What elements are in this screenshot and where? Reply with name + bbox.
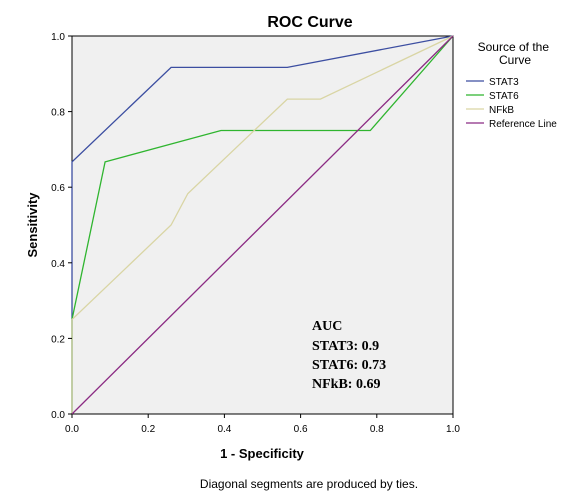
footnote: Diagonal segments are produced by ties. (200, 477, 418, 491)
legend-item-reference-line: Reference Line (466, 119, 557, 130)
x-axis-label: 1 - Specificity (220, 446, 305, 461)
auc-annotation: AUC STAT3: 0.9 STAT6: 0.73 NFkB: 0.69 (312, 319, 386, 392)
series-line-reference-line (71, 35, 454, 415)
legend-label: NFkB (489, 105, 514, 116)
y-tick-label: 0.4 (51, 259, 65, 270)
y-axis-label: Sensitivity (25, 192, 40, 258)
tick-layer: 0.0 0.2 0.4 0.6 0.8 1.0 0.0 0.2 0.4 0.6 0.8 1.0 (51, 32, 460, 435)
auc-heading: AUC (312, 319, 342, 334)
y-tick-label: 1.0 (51, 32, 65, 43)
y-tick-label: 0.2 (51, 334, 65, 345)
auc-line-nfkb: NFkB: 0.69 (312, 377, 380, 392)
y-tick-label: 0.6 (51, 183, 65, 194)
x-tick-label: 0.6 (294, 424, 308, 435)
y-tick-label: 0.8 (51, 108, 65, 119)
chart-title: ROC Curve (267, 14, 352, 31)
legend-label: Reference Line (489, 119, 557, 130)
legend-title-line-2: Curve (499, 53, 531, 67)
series-layer (71, 35, 454, 415)
legend-label: STAT3 (489, 77, 519, 88)
auc-line-stat6: STAT6: 0.73 (312, 358, 386, 373)
legend-item-nfkb: NFkB (466, 105, 514, 116)
legend-item-stat6: STAT6 (466, 91, 519, 102)
legend-item-stat3: STAT3 (466, 77, 519, 88)
y-tick-label: 0.0 (51, 410, 65, 421)
series-line-stat3 (71, 35, 454, 414)
x-tick-label: 0.8 (370, 424, 384, 435)
x-tick-label: 1.0 (446, 424, 460, 435)
legend-label: STAT6 (489, 91, 519, 102)
auc-line-stat3: STAT3: 0.9 (312, 339, 379, 354)
x-tick-label: 0.4 (217, 424, 231, 435)
x-tick-label: 0.2 (141, 424, 155, 435)
x-tick-label: 0.0 (65, 424, 79, 435)
legend-items: STAT3 STAT6 NFkB Reference Line (466, 77, 557, 130)
legend: Source of the Curve STAT3 STAT6 NFkB Refere… (466, 40, 557, 130)
legend-title-line-1: Source of the (478, 40, 550, 54)
legend-title: Source of the Curve (478, 40, 553, 67)
series-line-nfkb (71, 35, 454, 414)
